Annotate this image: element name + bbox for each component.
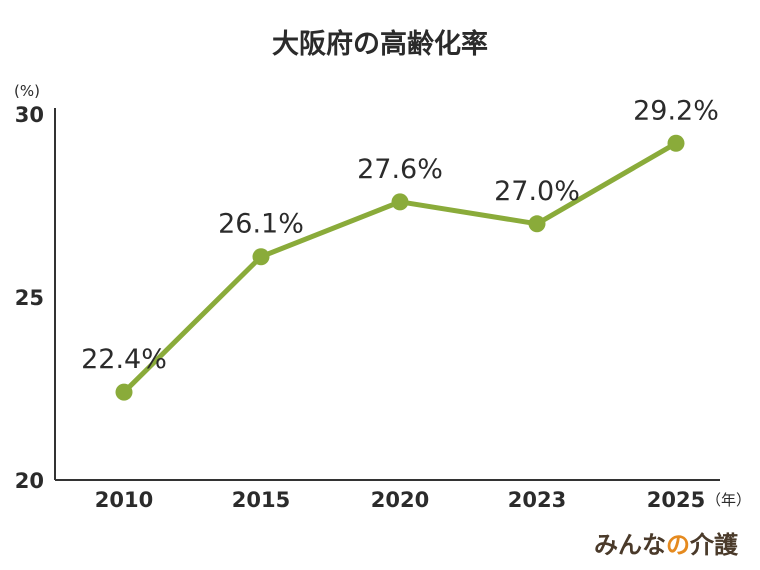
x-axis-unit: （年） [706, 491, 751, 509]
y-tick-label: 25 [15, 286, 44, 310]
data-point [391, 193, 409, 211]
brand-logo: みんなの介護 [594, 525, 738, 560]
data-label: 27.6% [357, 154, 443, 185]
y-tick-label: 20 [15, 469, 44, 493]
data-label: 26.1% [218, 209, 304, 240]
y-tick-labels: 20 25 30 [15, 103, 44, 493]
data-point [115, 383, 133, 401]
data-label: 22.4% [81, 344, 167, 375]
axes [54, 108, 720, 481]
x-tick-label: 2025 [647, 488, 705, 512]
x-tick-labels: 2010 2015 2020 2023 2025 [95, 488, 705, 512]
brand-logo-suffix: 介護 [690, 531, 738, 559]
data-label: 27.0% [494, 176, 580, 207]
x-tick-label: 2023 [508, 488, 566, 512]
data-point [667, 134, 685, 152]
chart-title: 大阪府の高齢化率 [272, 29, 488, 60]
y-tick-label: 30 [15, 103, 44, 127]
data-point [528, 215, 546, 233]
x-tick-label: 2015 [232, 488, 290, 512]
data-point [252, 248, 270, 266]
brand-logo-accent: の [666, 531, 690, 559]
x-tick-label: 2020 [371, 488, 429, 512]
y-axis-unit: (%) [14, 82, 40, 100]
data-label: 29.2% [633, 95, 719, 126]
x-tick-label: 2010 [95, 488, 153, 512]
series: 22.4% 26.1% 27.6% 27.0% 29.2% [81, 95, 719, 401]
brand-logo-prefix: みんな [594, 531, 666, 559]
